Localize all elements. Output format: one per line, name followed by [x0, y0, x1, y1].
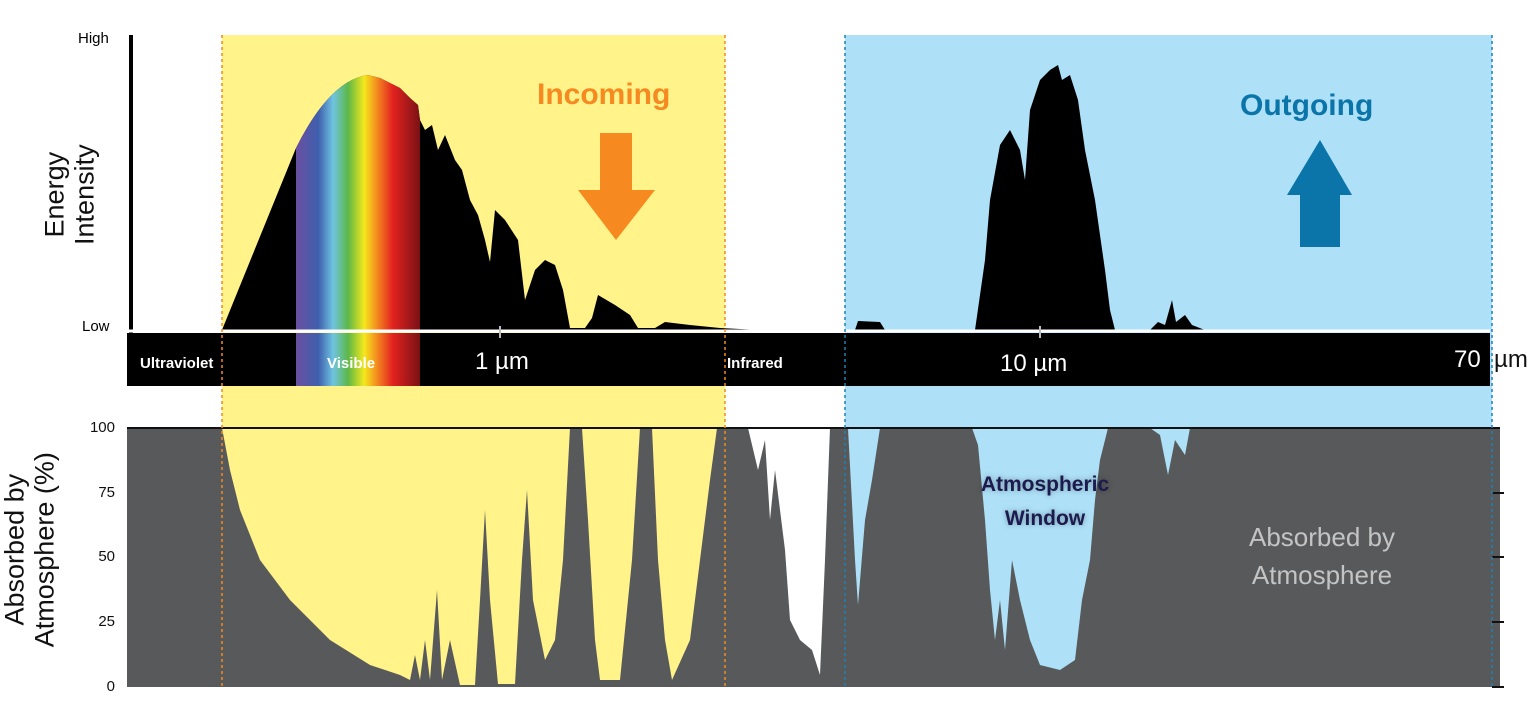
- outgoing-transmission-windows: [848, 428, 1190, 670]
- axis-label-line: Absorbed by: [0, 473, 30, 626]
- tick-label-10um: 10 µm: [1000, 350, 1068, 377]
- axis-label-line: Atmosphere (%): [29, 452, 59, 648]
- arrow-down-icon: [578, 133, 655, 240]
- tick-label-70um: 70: [1454, 346, 1481, 373]
- atmospheric-window-label: Atmospheric Window: [945, 468, 1145, 536]
- infrared-label: Infrared: [727, 355, 783, 372]
- tick-75: 75: [98, 484, 115, 501]
- label-line: Atmosphere: [1251, 560, 1393, 590]
- low-label: Low: [82, 318, 110, 335]
- high-label: High: [78, 30, 109, 47]
- outgoing-spectrum: [855, 65, 1205, 330]
- visible-spectrum-curve: [296, 75, 420, 330]
- label-line: Window: [1004, 507, 1086, 530]
- outgoing-label: Outgoing: [1240, 89, 1374, 122]
- tick-label-70um-unit: µm: [1494, 346, 1528, 373]
- absorbed-annotation: Absorbed by Atmosphere: [1212, 518, 1432, 594]
- label-line: Absorbed by: [1249, 522, 1395, 552]
- energy-axis-label: Energy Intensity: [39, 115, 99, 275]
- tick-100: 100: [89, 419, 115, 436]
- tick-label-1um: 1 µm: [475, 348, 529, 375]
- absorbed-axis-label: Absorbed by Atmosphere (%): [0, 410, 59, 690]
- arrow-up-icon: [1287, 140, 1352, 247]
- tick-0: 0: [106, 678, 115, 695]
- label-line: Atmospheric: [980, 473, 1110, 496]
- right-ticks: [1492, 492, 1504, 688]
- incoming-transmission-window: [222, 428, 717, 685]
- tick-50: 50: [98, 548, 115, 565]
- ultraviolet-label: Ultraviolet: [140, 355, 214, 372]
- tick-25: 25: [98, 613, 115, 630]
- incoming-label: Incoming: [537, 78, 671, 111]
- visible-band: [296, 333, 420, 386]
- axis-label-line: Intensity: [69, 144, 99, 245]
- infrared-transmission-window: [748, 428, 830, 675]
- axis-label-line: Energy: [39, 151, 70, 238]
- visible-label: Visible: [327, 355, 376, 372]
